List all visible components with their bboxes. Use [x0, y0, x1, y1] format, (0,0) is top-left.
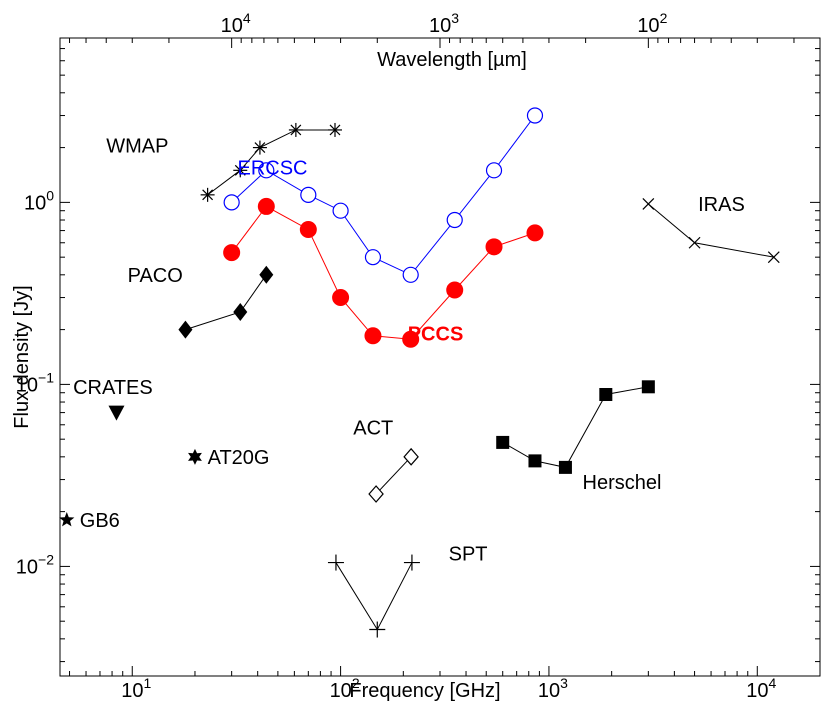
asterisk-marker — [233, 163, 248, 178]
filled-diamond-marker — [259, 265, 274, 284]
open-circle-marker — [223, 194, 240, 211]
x-tick-label: 103 — [538, 675, 568, 702]
top-tick-label: 103 — [429, 10, 459, 37]
filled-square-marker — [528, 454, 542, 468]
open-circle-marker — [526, 107, 544, 124]
series-label-spt: SPT — [449, 543, 488, 565]
filled-circle-marker — [446, 281, 464, 299]
asterisk-marker — [200, 187, 215, 202]
cross-marker — [642, 198, 655, 210]
open-circle-marker — [402, 266, 419, 283]
open-diamond-marker — [368, 485, 384, 503]
plus-marker — [369, 621, 386, 638]
cross-stroke — [767, 251, 780, 264]
series-markers-layer — [59, 107, 780, 638]
asterisk-stroke — [329, 124, 341, 136]
series-line-spt — [335, 562, 413, 631]
top-tick-label: 104 — [221, 10, 251, 37]
filled-square-marker — [641, 380, 655, 394]
cross-stroke — [688, 236, 701, 249]
filled-square-marker — [558, 460, 572, 474]
filled-circle-marker — [299, 220, 317, 238]
filled-square-marker — [599, 388, 613, 402]
cross-marker — [767, 251, 780, 264]
open-circle-marker — [332, 202, 349, 219]
series-label-pccs: PCCS — [408, 324, 464, 346]
asterisk-stroke — [202, 189, 214, 201]
series-line-pccs — [231, 205, 536, 340]
asterisk-marker — [252, 140, 267, 155]
filled-circle-marker — [485, 238, 503, 256]
x-tick-label: 104 — [746, 675, 776, 702]
series-label-gb6: GB6 — [80, 510, 120, 532]
series-label-paco: PACO — [128, 265, 183, 287]
filled-circle-marker — [526, 224, 544, 242]
x-tick-label: 102 — [330, 675, 360, 702]
series-label-herschel: Herschel — [583, 472, 662, 494]
series-line-paco — [185, 274, 267, 331]
plot-area-frame — [59, 37, 821, 677]
y-axis-title: Flux density [Jy] — [11, 285, 33, 428]
filled-circle-marker — [223, 244, 241, 262]
x-tick-label: 101 — [121, 675, 151, 702]
top-tick-label: 102 — [637, 10, 667, 37]
y-tick-label: 10−1 — [16, 369, 54, 396]
open-circle-marker — [446, 211, 463, 229]
asterisk-stroke — [254, 142, 266, 154]
tick-layer: 101 102 103 104 10−2 10−1 100 104 103 102 — [16, 10, 821, 702]
x-axis-title: Frequency [GHz] — [349, 680, 500, 702]
cross-marker — [688, 236, 701, 249]
series-label-wmap: WMAP — [106, 136, 168, 158]
series-label-iras: IRAS — [698, 194, 745, 216]
top-axis-title: Wavelength [µm] — [377, 49, 527, 71]
filled-circle-marker — [364, 327, 382, 345]
open-circle-marker — [364, 249, 382, 266]
open-diamond-marker — [403, 447, 419, 466]
open-circle-marker — [258, 162, 275, 179]
series-label-act: ACT — [353, 417, 393, 439]
filled-diamond-marker — [178, 320, 193, 339]
series-line-herschel — [502, 386, 649, 468]
filled-star-marker — [59, 511, 75, 527]
filled-diamond-marker — [233, 302, 248, 321]
asterisk-stroke — [290, 124, 302, 136]
filled-circle-marker — [402, 330, 420, 348]
filled-circle-marker — [332, 289, 350, 307]
filled-square-marker — [496, 435, 510, 449]
open-circle-marker — [300, 186, 317, 203]
open-circle-marker — [485, 162, 503, 179]
filled-triangle-marker — [108, 405, 125, 421]
filled-hexagram-marker — [188, 448, 202, 465]
cross-stroke — [642, 198, 655, 210]
filled-circle-marker — [257, 197, 275, 215]
series-label-ercsc: ERCSC — [237, 158, 307, 180]
series-labels-layer: WMAP ERCSC PCCS PACO CRATES AT20G GB6 ACT SPT Her… — [73, 136, 745, 566]
series-label-at20g: AT20G — [208, 447, 270, 469]
asterisk-marker — [288, 122, 303, 137]
y-tick-label: 10−2 — [16, 551, 54, 578]
series-label-crates: CRATES — [73, 377, 153, 399]
series-line-act — [375, 456, 412, 495]
asterisk-marker — [327, 122, 342, 137]
plus-marker — [403, 554, 420, 571]
plus-marker — [327, 554, 344, 571]
asterisk-stroke — [234, 164, 246, 176]
y-tick-label: 100 — [24, 187, 54, 214]
